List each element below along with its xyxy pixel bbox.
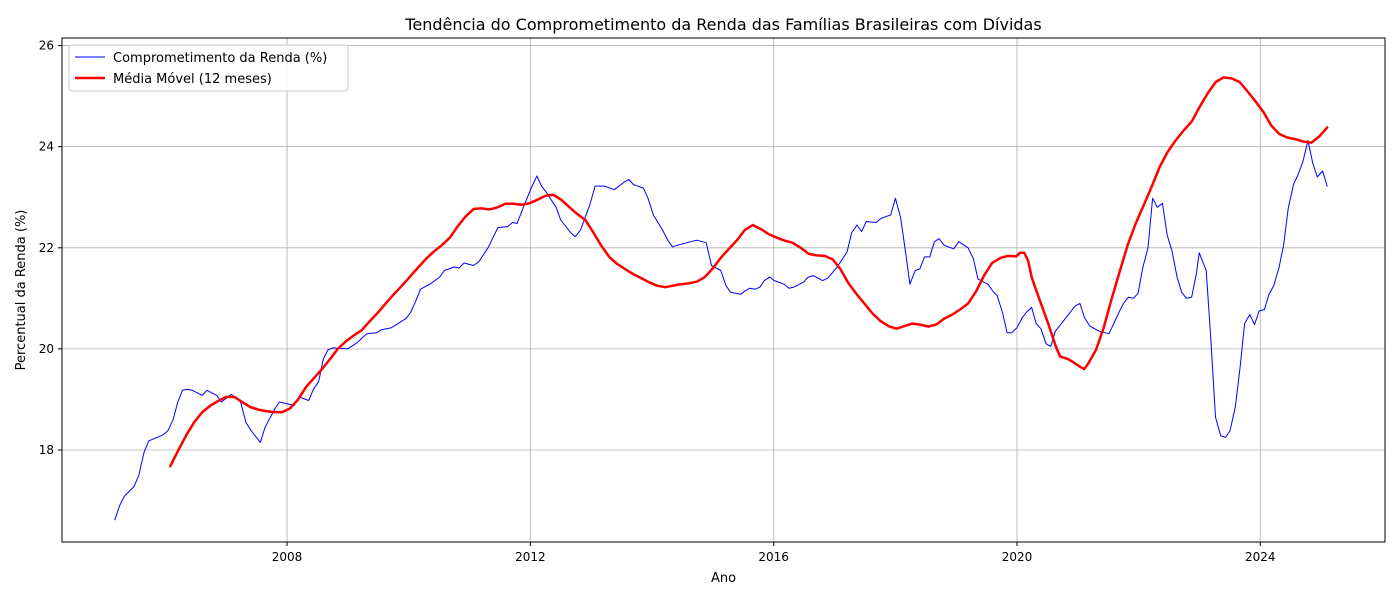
legend: Comprometimento da Renda (%) Média Móvel… — [68, 44, 349, 92]
ticks: 2008 2012 2016 2020 2024 18 20 22 24 26 — [39, 39, 1276, 564]
y-tick-label: 24 — [39, 140, 54, 154]
y-tick-label: 20 — [39, 342, 54, 356]
y-tick-label: 18 — [39, 443, 54, 457]
series-line-media-movel — [169, 76, 1329, 468]
x-tick-label: 2016 — [758, 550, 789, 564]
plot-frame — [61, 37, 1386, 543]
x-tick-label: 2012 — [515, 550, 546, 564]
series-line-comprometimento — [114, 140, 1328, 521]
legend-label-series-2: Média Móvel (12 meses) — [113, 72, 272, 87]
y-tick-label: 22 — [39, 241, 54, 255]
chart-title: Tendência do Comprometimento da Renda da… — [404, 15, 1041, 34]
legend-label-series-1: Comprometimento da Renda (%) — [113, 51, 327, 66]
legend-box — [68, 44, 349, 92]
x-tick-label: 2020 — [1002, 550, 1033, 564]
x-tick-label: 2008 — [272, 550, 303, 564]
grid — [62, 38, 1385, 542]
series-layer — [114, 76, 1329, 521]
y-axis-label: Percentual da Renda (%) — [14, 210, 29, 371]
x-tick-label: 2024 — [1245, 550, 1276, 564]
y-tick-label: 26 — [39, 39, 54, 53]
x-axis-label: Ano — [711, 571, 736, 586]
